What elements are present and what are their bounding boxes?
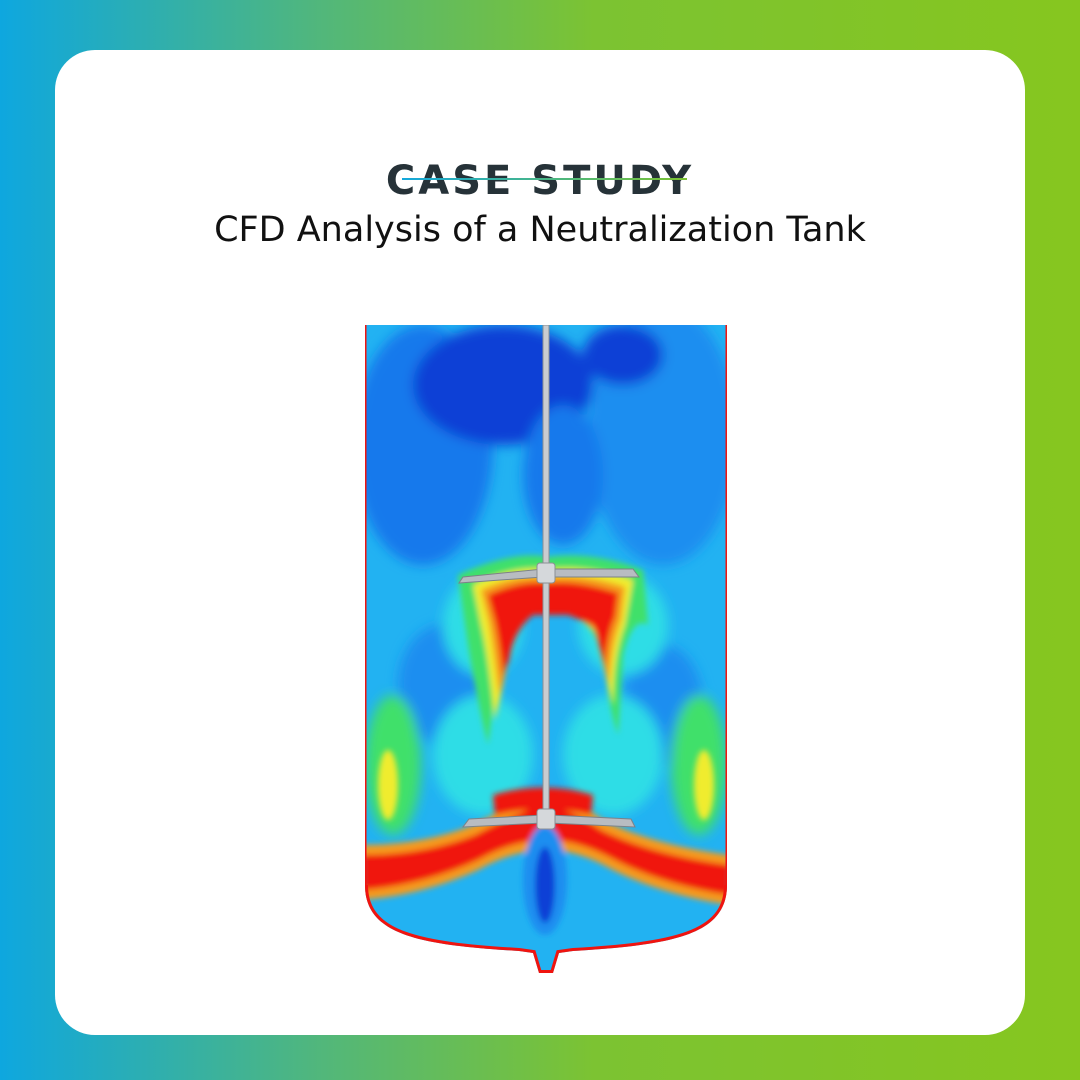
lower-impeller [461, 808, 636, 830]
eyebrow-label: CASE STUDY [385, 158, 695, 204]
content-card: CASE STUDY CFD Analysis of a Neutralizat… [55, 50, 1025, 1035]
cfd-contour-image [365, 325, 727, 973]
upper-impeller [458, 562, 640, 584]
cfd-tank-figure [363, 325, 729, 985]
page-title: CFD Analysis of a Neutralization Tank [214, 210, 866, 250]
divider-rule [402, 178, 687, 180]
